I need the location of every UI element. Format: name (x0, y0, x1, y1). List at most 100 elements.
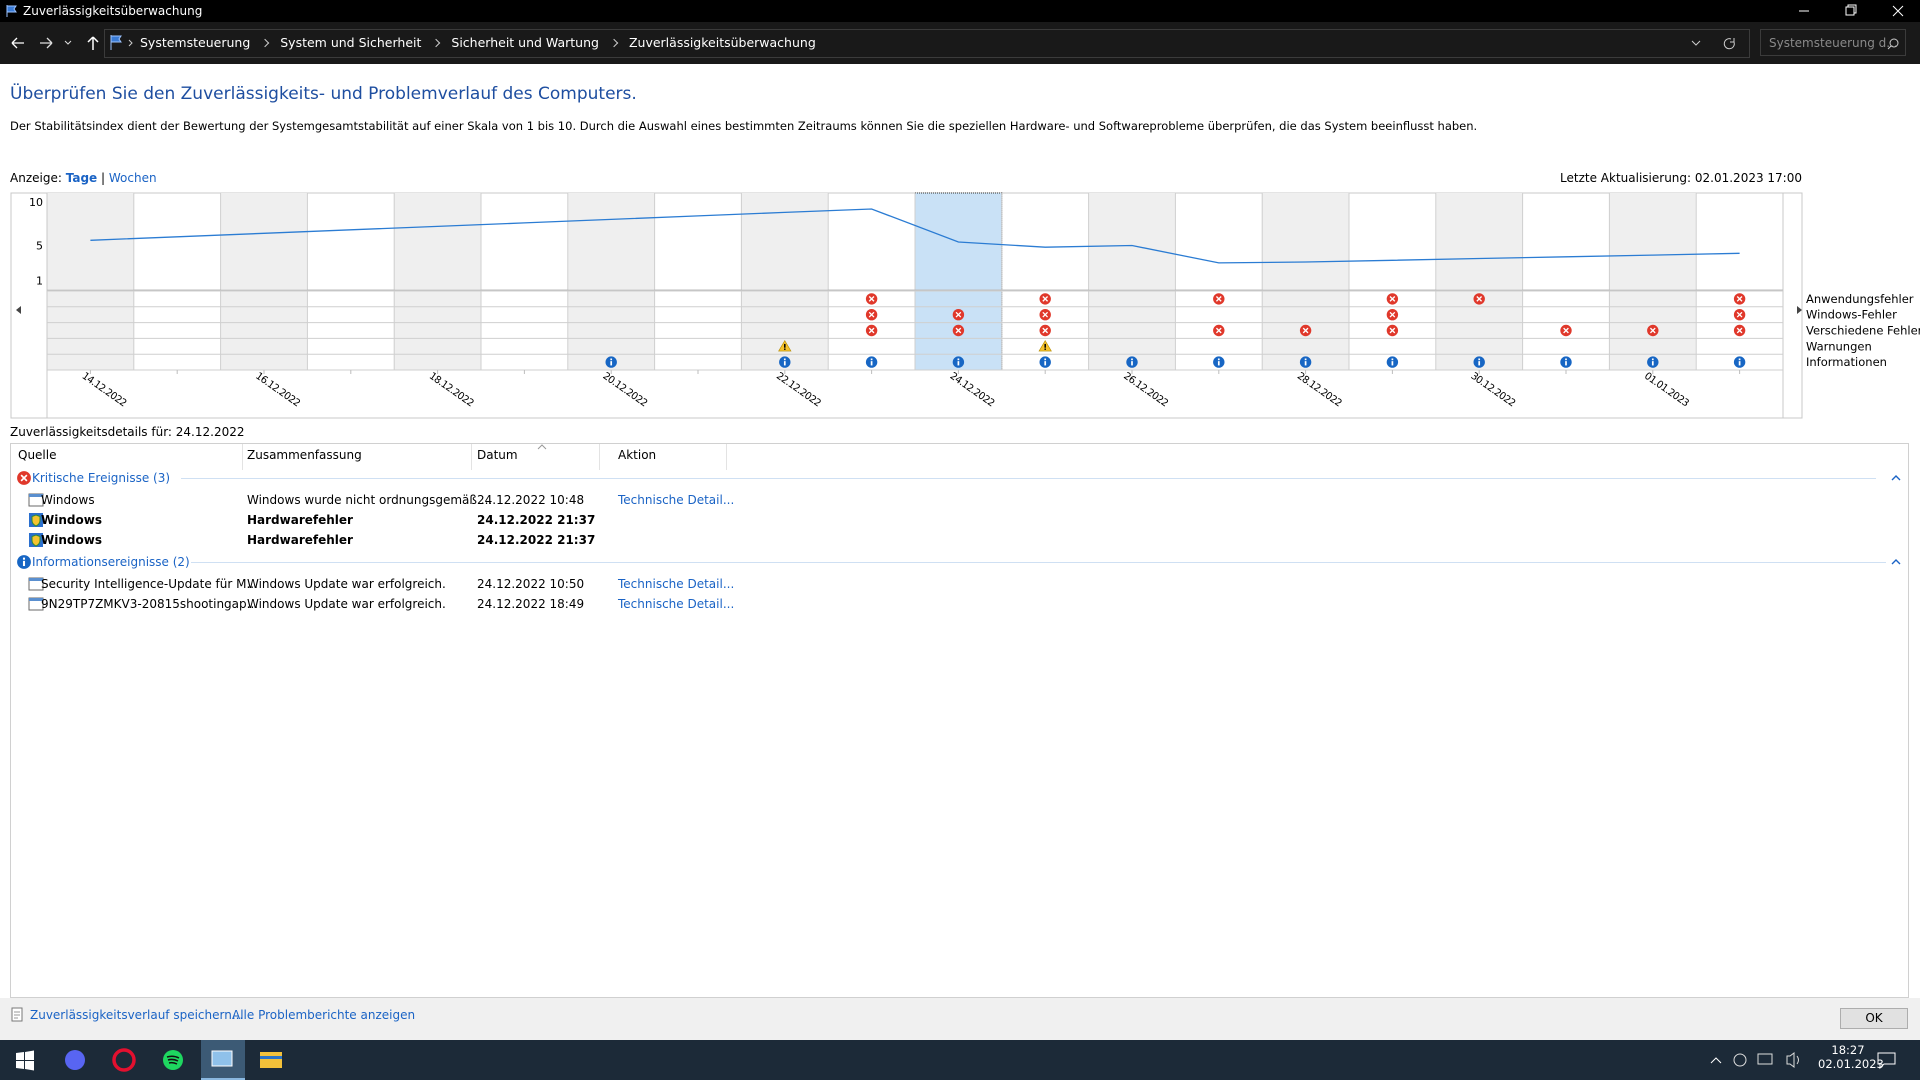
column-separator (726, 444, 727, 470)
column-shade (394, 193, 481, 289)
collapse-chevron (1891, 475, 1901, 481)
warning-icon (1038, 340, 1052, 352)
address-icon (110, 35, 133, 50)
clock[interactable]: 18:27 02.01.2023 (1818, 1043, 1884, 1071)
row-cell: 24.12.2022 21:37 (477, 533, 596, 547)
stability-line (90, 208, 1740, 264)
column-shade (47, 291, 134, 370)
row-cell: 24.12.2022 18:49 (477, 597, 585, 611)
app-titlebar (29, 494, 43, 497)
row-cell: Windows wurde nicht ordnungsgemäß ... (247, 493, 493, 507)
row-icon (29, 533, 43, 547)
error-icon (1039, 324, 1051, 337)
info-icon (1560, 356, 1572, 368)
app-titlebar (29, 578, 43, 581)
view-label: Anzeige: (10, 171, 62, 185)
column-header[interactable]: Quelle (18, 448, 57, 462)
all-reports-link[interactable]: Alle Problemberichte anzeigen (232, 1008, 416, 1022)
error-icon (1213, 324, 1225, 337)
column-header[interactable]: Aktion (618, 448, 657, 462)
error-icon (1473, 293, 1485, 305)
info-icon (952, 356, 965, 368)
collapse-toggle[interactable] (1891, 474, 1901, 482)
row-cell: Windows (41, 493, 95, 507)
search-icon (1887, 38, 1899, 50)
view-days[interactable]: Tage (65, 171, 98, 185)
column-shade (741, 193, 829, 289)
info-icon (1299, 356, 1312, 368)
details-title: Zuverlässigkeitsdetails für: 24.12.2022 (10, 425, 245, 439)
address-box[interactable] (104, 29, 1750, 58)
event-row-label: Warnungen (1806, 339, 1872, 353)
column-shade (47, 193, 134, 289)
row-cell: Windows (41, 533, 102, 547)
sort-caret (537, 444, 547, 450)
address-buttons[interactable] (1688, 33, 1744, 53)
column-shade (220, 291, 308, 370)
row-icon (29, 513, 43, 527)
shield-shape (31, 514, 41, 527)
breadcrumb-item[interactable]: Sicherheit und Wartung (451, 35, 599, 50)
group-title[interactable]: Informationsereignisse (2) (32, 555, 190, 569)
nav-buttons[interactable] (8, 32, 104, 54)
app-titlebar (29, 598, 43, 601)
event-row-label: Informationen (1806, 355, 1887, 369)
info-icon (1126, 356, 1138, 368)
scroll-left[interactable] (16, 306, 21, 314)
shield-shape (31, 534, 41, 547)
column-shade (1262, 193, 1349, 289)
app-icon (6, 5, 17, 17)
search-box[interactable]: Systemsteuerung d... (1760, 29, 1906, 56)
column-header[interactable]: Datum (477, 448, 518, 462)
event-row-label: Anwendungsfehler (1806, 292, 1914, 306)
row-cell: Windows Update war erfolgreich. (247, 577, 446, 591)
column-separator (599, 444, 600, 470)
error-icon (1733, 309, 1746, 321)
window-title: Zuverlässigkeitsüberwachung (23, 4, 203, 18)
group-icon (17, 471, 31, 485)
column-shade (220, 193, 308, 289)
error-icon (1560, 324, 1572, 337)
details-link[interactable]: Technische Detail... (618, 577, 735, 591)
error-icon (865, 324, 878, 337)
row-cell: 24.12.2022 10:48 (477, 493, 585, 507)
error-icon (952, 324, 965, 337)
taskbar-apps[interactable] (0, 1040, 300, 1080)
y-tick-label: 10 (29, 196, 43, 209)
view-weeks[interactable]: Wochen (108, 171, 157, 185)
details-table: Quelle Zusammenfassung Datum Aktion Kritisch… (10, 443, 1909, 998)
column-shade (394, 291, 481, 370)
notification-icon[interactable] (1876, 1050, 1898, 1070)
ok-button[interactable]: OK (1840, 1008, 1908, 1029)
row-cell: Hardwarefehler (247, 513, 353, 527)
error-icon (952, 309, 965, 321)
y-tick-label: 5 (36, 240, 43, 253)
group-rule (191, 562, 1886, 563)
breadcrumb-item[interactable]: Zuverlässigkeitsüberwachung (628, 35, 816, 50)
details-link[interactable]: Technische Detail... (618, 597, 735, 611)
column-shade (1088, 193, 1176, 289)
scroll-right[interactable] (1797, 306, 1802, 314)
column-header[interactable]: Zusammenfassung (247, 448, 362, 462)
breadcrumb-item[interactable]: System und Sicherheit (280, 35, 422, 50)
row-icon (28, 597, 44, 611)
footer (0, 998, 1920, 1040)
info-icon (1647, 356, 1659, 368)
window-controls[interactable] (1780, 0, 1920, 22)
info-icon (1213, 356, 1225, 368)
error-icon (865, 293, 878, 305)
breadcrumb-item[interactable]: Systemsteuerung (140, 35, 251, 50)
collapse-toggle[interactable] (1891, 558, 1901, 566)
page-heading: Überprüfen Sie den Zuverlässigkeits- und… (10, 84, 637, 104)
clock-date: 02.01.2023 (1818, 1057, 1884, 1071)
view-switch: Anzeige: Tage | Wochen (10, 171, 157, 185)
details-link[interactable]: Technische Detail... (618, 493, 735, 507)
save-history-link[interactable]: Zuverlässigkeitsverlauf speichern... (30, 1008, 244, 1022)
y-tick-label: 1 (36, 274, 43, 287)
tray-icons[interactable] (1700, 1040, 1830, 1080)
error-icon (1647, 324, 1659, 337)
error-icon (1039, 309, 1051, 321)
group-title[interactable]: Kritische Ereignisse (3) (32, 471, 171, 485)
sort-indicator (537, 444, 547, 450)
